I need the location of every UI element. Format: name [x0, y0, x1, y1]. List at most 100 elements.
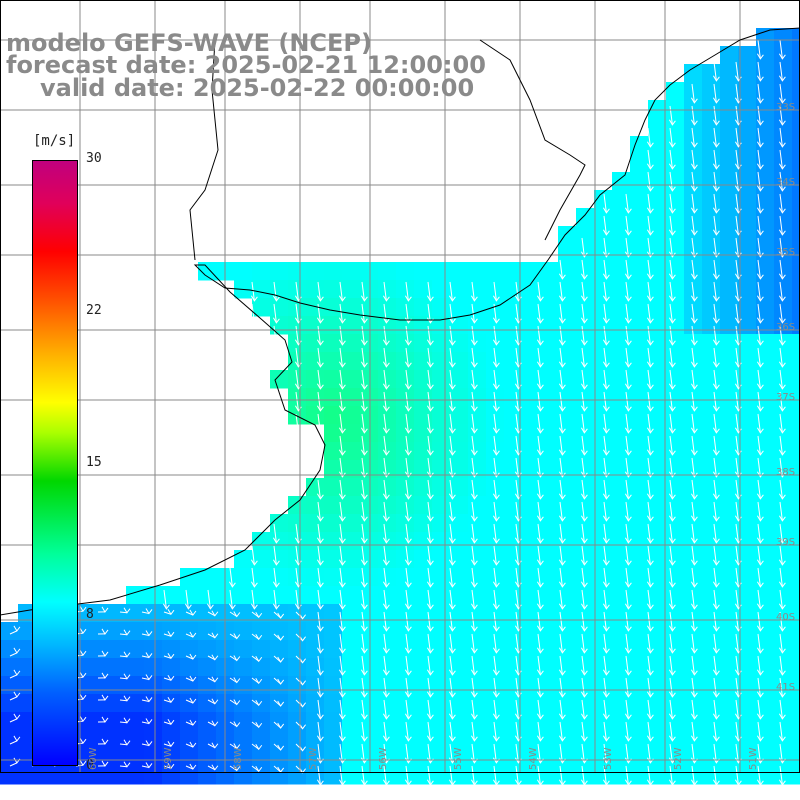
wind-arrow — [537, 435, 541, 455]
wind-speed-cell — [468, 658, 487, 677]
wind-speed-cell — [594, 550, 613, 569]
wind-arrow — [471, 721, 475, 741]
wind-arrow — [713, 611, 717, 631]
wind-arrow-head — [228, 295, 236, 302]
wind-arrow — [251, 589, 255, 609]
wind-speed-cell — [702, 388, 721, 407]
wind-arrow — [339, 523, 343, 543]
wind-speed-cell — [18, 730, 37, 749]
wind-arrow — [537, 567, 541, 587]
wind-speed-cell — [666, 532, 685, 551]
wind-arrow — [735, 457, 739, 477]
wind-arrow-head — [13, 691, 21, 698]
wind-arrow-head — [668, 229, 676, 236]
colorbar — [32, 160, 78, 766]
wind-arrow — [669, 699, 673, 719]
wind-arrow — [603, 413, 607, 433]
wind-speed-cell — [774, 262, 793, 281]
wind-speed-cell — [306, 298, 325, 317]
wind-speed-cell — [360, 442, 379, 461]
wind-arrow — [779, 83, 783, 103]
wind-arrow-head — [145, 630, 153, 637]
wind-speed-cell — [702, 100, 721, 119]
wind-arrow-head — [277, 744, 285, 751]
wind-arrow-head — [189, 697, 197, 704]
wind-speed-cell — [720, 496, 739, 515]
wind-arrow-head — [778, 625, 786, 632]
wind-arrow — [647, 237, 651, 257]
wind-arrow-head — [382, 427, 390, 434]
wind-arrow-head — [668, 713, 676, 720]
wind-arrow — [405, 523, 409, 543]
wind-speed-cell — [774, 190, 793, 209]
wind-speed-cell — [432, 298, 451, 317]
wind-arrow-head — [426, 493, 434, 500]
wind-speed-cell — [630, 334, 649, 353]
wind-arrow — [471, 281, 475, 301]
wind-arrow — [757, 105, 761, 125]
wind-arrow — [471, 699, 475, 719]
wind-speed-cell — [270, 622, 289, 641]
wind-speed-cell — [792, 766, 800, 785]
wind-arrow-head — [492, 427, 500, 434]
wind-arrow-head — [558, 713, 566, 720]
wind-arrow — [383, 435, 387, 455]
wind-arrow-head — [211, 720, 219, 727]
wind-speed-cell — [792, 316, 800, 335]
wind-speed-cell — [702, 640, 721, 659]
wind-speed-cell — [720, 172, 739, 191]
wind-arrow-head — [228, 603, 236, 610]
wind-arrow — [691, 589, 695, 609]
wind-arrow — [449, 303, 453, 323]
wind-arrow-head — [123, 717, 131, 724]
wind-speed-cell — [360, 568, 379, 587]
wind-arrow-head — [712, 251, 720, 258]
lat-label: 40S — [776, 612, 796, 623]
wind-speed-cell — [450, 280, 469, 299]
wind-speed-cell — [792, 532, 800, 551]
wind-speed-cell — [594, 478, 613, 497]
wind-speed-cell — [396, 514, 415, 533]
wind-arrow-head — [382, 471, 390, 478]
wind-arrow — [493, 545, 497, 565]
wind-speed-cell — [18, 748, 37, 767]
wind-speed-cell — [792, 442, 800, 461]
wind-arrow — [449, 655, 453, 675]
wind-speed-cell — [792, 622, 800, 641]
wind-arrow-head — [712, 647, 720, 654]
wind-speed-cell — [144, 766, 163, 785]
wind-speed-cell — [666, 406, 685, 425]
wind-arrow — [361, 391, 365, 411]
wind-arrow — [405, 721, 409, 741]
wind-arrow-head — [580, 713, 588, 720]
wind-speed-cell — [306, 514, 325, 533]
wind-arrow — [691, 677, 695, 697]
wind-arrow-head — [448, 515, 456, 522]
wind-speed-cell — [432, 406, 451, 425]
wind-speed-cell — [522, 406, 541, 425]
wind-speed-cell — [522, 424, 541, 443]
wind-arrow — [471, 479, 475, 499]
wind-speed-cell — [90, 604, 109, 623]
wind-speed-cell — [468, 496, 487, 515]
wind-speed-cell — [720, 226, 739, 245]
wind-arrow-head — [492, 339, 500, 346]
wind-arrow — [339, 479, 343, 499]
wind-arrow — [339, 391, 343, 411]
wind-speed-cell — [774, 154, 793, 173]
wind-speed-cell — [432, 424, 451, 443]
wind-speed-cell — [648, 748, 667, 767]
wind-speed-cell — [612, 298, 631, 317]
wind-arrow-head — [646, 603, 654, 610]
wind-arrow-head — [404, 581, 412, 588]
wind-speed-cell — [360, 460, 379, 479]
wind-speed-cell — [270, 766, 289, 785]
wind-arrow — [339, 655, 343, 675]
wind-arrow — [559, 655, 563, 675]
wind-speed-cell — [756, 460, 775, 479]
wind-arrow — [713, 237, 717, 257]
wind-arrow-head — [382, 493, 390, 500]
wind-speed-cell — [378, 388, 397, 407]
wind-arrow-head — [690, 559, 698, 566]
